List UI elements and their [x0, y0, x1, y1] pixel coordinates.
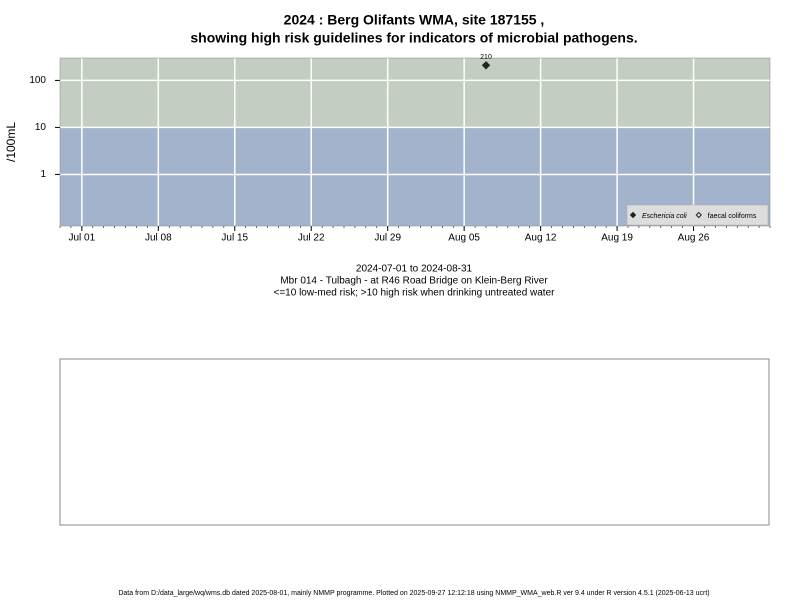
chart-title: 2024 : Berg Olifants WMA, site 187155 ,: [284, 12, 545, 28]
point: [481, 61, 491, 70]
caption: 2024-07-01 to 2024-08-31: [356, 264, 473, 275]
x-tick-label: Aug 05: [448, 233, 480, 244]
x-tick-label: Jul 15: [221, 233, 248, 244]
empty-panel: [59, 358, 770, 526]
y-axis-label: /100mL: [4, 122, 18, 162]
caption: Mbr 014 - Tulbagh - at R46 Road Bridge o…: [280, 276, 548, 287]
chart-subtitle: showing high risk guidelines for indicat…: [190, 30, 637, 46]
caption: <=10 low-med risk; >10 high risk when dr…: [274, 288, 556, 299]
x-tick-label: Jul 29: [374, 233, 401, 244]
x-tick-label: Jul 22: [298, 233, 325, 244]
legend-label: faecal coliforms: [708, 213, 757, 220]
plot-frame: [59, 57, 771, 227]
x-tick-label: Jul 08: [145, 233, 172, 244]
legend-marker: [695, 211, 702, 219]
legend-label: Eschericia coli: [642, 213, 687, 220]
legend-marker: [629, 211, 637, 219]
footer: Data from D:/data_large/wq/wms.db dated …: [118, 590, 709, 597]
data-label: 210: [480, 54, 492, 61]
y-tick-label: 10: [35, 122, 47, 133]
y-tick-label: 100: [29, 75, 46, 86]
high-risk-band: [60, 58, 770, 128]
x-tick-label: Aug 19: [601, 233, 633, 244]
legend-box: [626, 204, 769, 226]
x-tick-label: Jul 01: [69, 233, 96, 244]
x-tick-label: Aug 12: [525, 233, 557, 244]
x-tick-label: Aug 26: [678, 233, 710, 244]
y-tick-label: 1: [40, 169, 46, 180]
